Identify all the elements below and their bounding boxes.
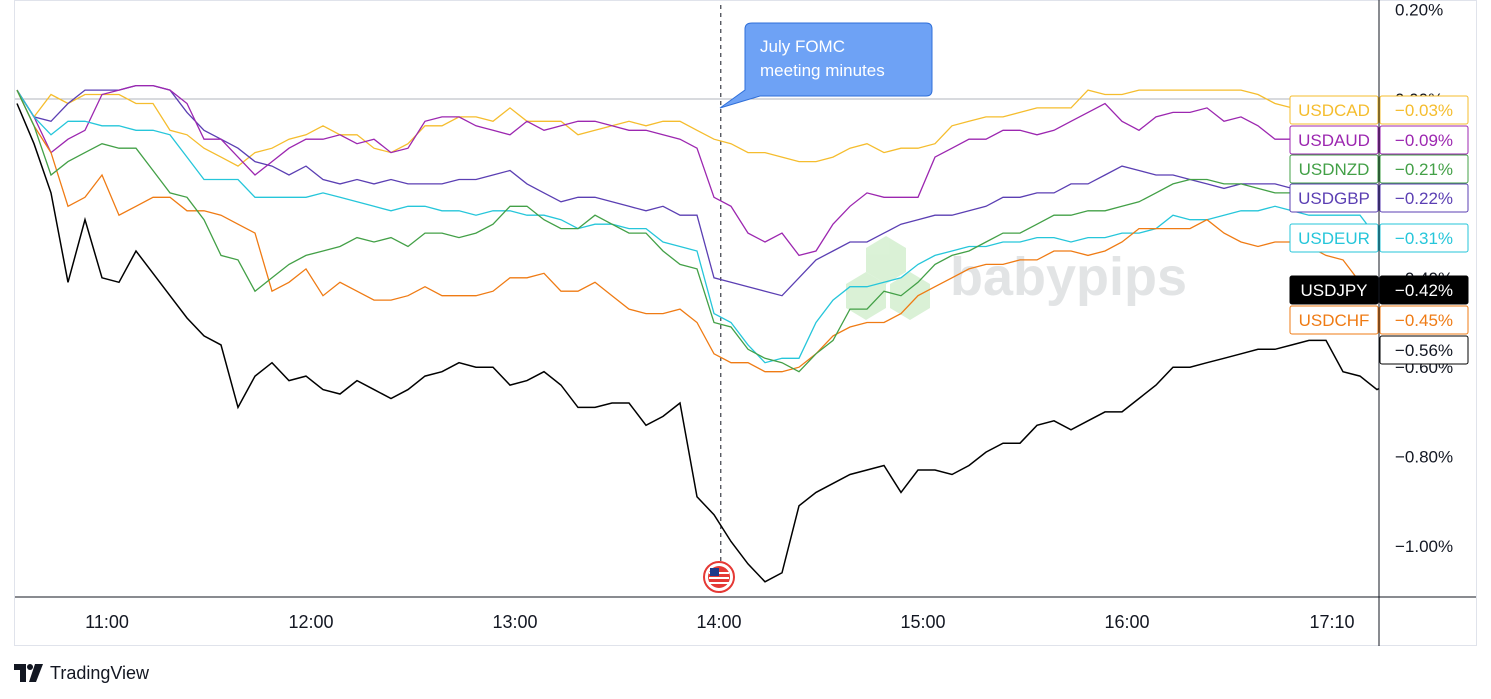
series-name: USDCAD xyxy=(1298,101,1370,120)
series-name: USDNZD xyxy=(1299,160,1370,179)
series-value: −0.31% xyxy=(1395,229,1453,248)
series-label-usdcad[interactable]: USDCAD −0.03% xyxy=(1289,95,1469,125)
series-name-box xyxy=(1289,275,1379,305)
series-value-box xyxy=(1379,95,1469,125)
y-tick-label: −0.80% xyxy=(1395,448,1453,467)
x-tick-label: 15:00 xyxy=(900,612,945,632)
chart-frame xyxy=(14,0,1477,646)
annotation-bubble xyxy=(719,22,933,109)
fomc-annotation[interactable]: July FOMC meeting minutes xyxy=(719,22,933,109)
series-name: USDGBP xyxy=(1298,189,1370,208)
series-name-box xyxy=(1289,125,1379,155)
series-label-usdeur[interactable]: USDEUR −0.31% xyxy=(1289,223,1469,253)
series-label-usdnzd[interactable]: USDNZD −0.21% xyxy=(1289,154,1469,184)
series-layer xyxy=(16,84,1394,583)
series-name: USDCHF xyxy=(1299,311,1370,330)
x-tick-label: 16:00 xyxy=(1104,612,1149,632)
base-value-text: −0.56% xyxy=(1395,341,1453,360)
series-line-usdcad[interactable] xyxy=(16,89,1377,167)
y-tick-label: −1.00% xyxy=(1395,537,1453,556)
watermark: babypips xyxy=(846,236,1187,320)
series-value: −0.45% xyxy=(1395,311,1453,330)
series-name: USDJPY xyxy=(1300,281,1367,300)
series-line-usdnzd[interactable] xyxy=(16,89,1378,373)
tradingview-brand[interactable]: TradingView xyxy=(14,660,149,686)
brand-name: TradingView xyxy=(50,662,150,683)
annotation-line1: July FOMC xyxy=(760,37,845,56)
series-value: −0.21% xyxy=(1395,160,1453,179)
series-line-usdchf[interactable] xyxy=(16,89,1378,373)
series-name-box xyxy=(1289,183,1379,213)
series-name-box xyxy=(1289,95,1379,125)
series-label-usdchf[interactable]: USDCHF −0.45% xyxy=(1289,305,1469,335)
x-tick-label: 11:00 xyxy=(85,612,129,632)
series-label-usdgbp[interactable]: USDGBP −0.22% xyxy=(1289,183,1469,213)
series-value: −0.42% xyxy=(1395,281,1453,300)
series-labels: USDCAD −0.03% USDAUD −0.09% USDNZD −0.21% USDG… xyxy=(1289,95,1469,365)
series-value-box xyxy=(1379,154,1469,184)
series-value: −0.09% xyxy=(1395,131,1453,150)
series-value-box xyxy=(1379,275,1469,305)
x-tick-label: 12:00 xyxy=(288,612,333,632)
watermark-text: babypips xyxy=(950,247,1187,307)
series-value: −0.03% xyxy=(1395,101,1453,120)
watermark-hexagon-icon xyxy=(846,236,930,320)
tradingview-logo-icon xyxy=(14,664,43,682)
x-tick-label: 17:10 xyxy=(1309,612,1354,632)
series-name: USDAUD xyxy=(1298,131,1370,150)
series-value-box xyxy=(1379,183,1469,213)
annotation-line2: meeting minutes xyxy=(760,61,885,80)
series-value-box xyxy=(1379,223,1469,253)
x-tick-label: 13:00 xyxy=(492,612,537,632)
series-label-usdjpy[interactable]: USDJPY −0.42% xyxy=(1289,275,1469,305)
series-line-usdaud[interactable] xyxy=(16,84,1377,257)
base-value-box xyxy=(1379,335,1469,365)
series-name-box xyxy=(1289,305,1379,335)
series-value-box xyxy=(1379,125,1469,155)
series-line-usdgbp[interactable] xyxy=(16,84,1377,297)
series-label-usdaud[interactable]: USDAUD −0.09% xyxy=(1289,125,1469,155)
y-tick-label: 0.20% xyxy=(1395,1,1443,20)
series-value-box xyxy=(1379,305,1469,335)
series-name-box xyxy=(1289,223,1379,253)
time-axis[interactable]: 11:00 12:00 13:00 14:00 15:00 16:00 17:10 xyxy=(85,612,1354,632)
us-flag-icon[interactable] xyxy=(703,561,735,593)
series-name: USDEUR xyxy=(1298,229,1370,248)
series-line-usdjpy[interactable] xyxy=(16,103,1394,583)
base-value-label: −0.56% xyxy=(1379,335,1469,365)
x-tick-label: 14:00 xyxy=(696,612,741,632)
series-name-box xyxy=(1289,154,1379,184)
series-value: −0.22% xyxy=(1395,189,1453,208)
comparison-chart[interactable]: babypips 0.20%0.00%−0.20%−0.40%−0.60%−0.… xyxy=(0,0,1491,646)
series-line-usdeur[interactable] xyxy=(16,89,1378,364)
